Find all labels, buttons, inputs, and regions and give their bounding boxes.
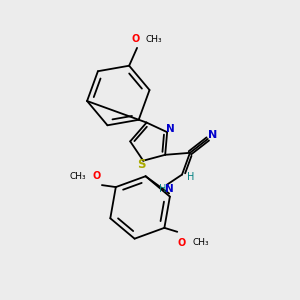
Text: CH₃: CH₃ bbox=[192, 238, 209, 247]
Text: CH₃: CH₃ bbox=[146, 35, 163, 44]
Text: H: H bbox=[187, 172, 195, 182]
Text: O: O bbox=[93, 171, 101, 181]
Text: N: N bbox=[165, 184, 173, 194]
Text: CH₃: CH₃ bbox=[70, 172, 86, 181]
Text: O: O bbox=[177, 238, 185, 248]
Text: N: N bbox=[166, 124, 175, 134]
Text: S: S bbox=[137, 158, 146, 171]
Text: N: N bbox=[208, 130, 218, 140]
Text: O: O bbox=[132, 34, 140, 44]
Text: H: H bbox=[158, 184, 166, 194]
